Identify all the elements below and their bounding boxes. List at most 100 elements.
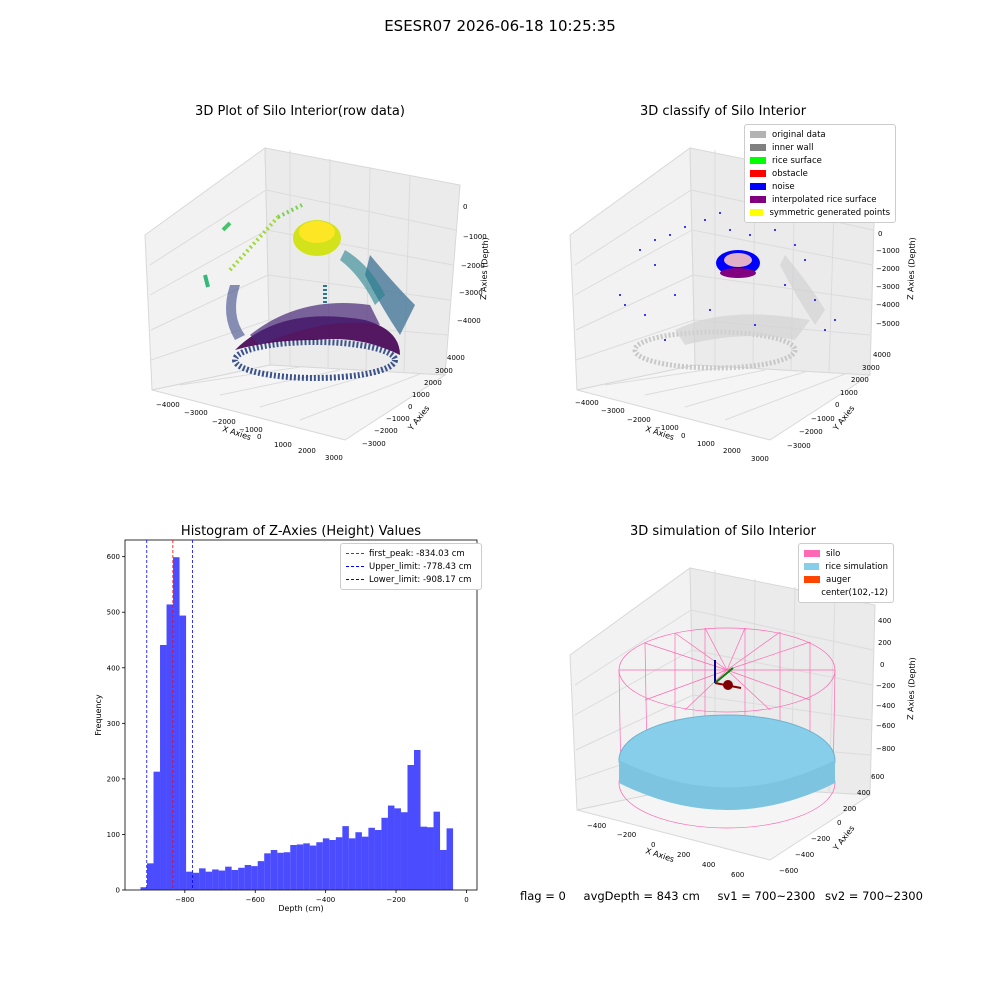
panel4-y-tick: −600 [779, 867, 798, 875]
panel1-title: 3D Plot of Silo Interior(row data) [195, 104, 405, 119]
histogram-bar [355, 832, 362, 890]
histogram-bars [140, 557, 454, 890]
panel2-x-tick: 3000 [751, 455, 769, 463]
panel1-z-tick: −4000 [457, 317, 481, 325]
legend-swatch [750, 157, 766, 164]
histogram-bar [212, 869, 219, 890]
x-tick-label: 0 [464, 896, 468, 904]
panel1-z-label: Z Axies (Depth) [479, 237, 490, 300]
histogram-bar [303, 843, 310, 890]
panel2-y-tick: −2000 [799, 428, 823, 436]
panel2-z-label: Z Axies (Depth) [906, 237, 917, 300]
status-line: flag = 0 avgDepth = 843 cm sv1 = 700~230… [520, 889, 937, 903]
histogram-x-ticks: −800 −600 −400 −200 0 [175, 890, 469, 904]
histogram-bar [368, 827, 375, 890]
panel4-z-tick: −600 [876, 722, 895, 730]
legend-entry: symmetric generated points [750, 206, 890, 219]
panel1-y-tick: 2000 [424, 379, 442, 387]
legend-entry: auger [804, 573, 888, 586]
histogram-bar [335, 837, 343, 890]
histogram-legend: first_peak: -834.03 cm Upper_limit: -778… [340, 543, 482, 590]
histogram-bar [140, 887, 147, 890]
legend-label: interpolated rice surface [772, 194, 877, 205]
histogram-bar [173, 557, 180, 890]
histogram-bar [238, 867, 245, 890]
legend-swatch [750, 183, 766, 190]
panel4-title: 3D simulation of Silo Interior [630, 524, 816, 539]
panel1-x-tick: 0 [257, 433, 261, 441]
panel4-x-tick: 400 [702, 861, 715, 869]
panel2-z-tick: −3000 [876, 283, 900, 291]
histogram-bar [186, 871, 193, 890]
y-tick-label: 300 [107, 720, 120, 728]
panel4-grid-walls [569, 567, 876, 861]
histogram-bar [348, 838, 356, 890]
legend-entry: Lower_limit: -908.17 cm [346, 573, 476, 586]
panel2-x-tick: −3000 [601, 407, 625, 415]
panel4-y-tick: 600 [871, 773, 884, 781]
legend-label: symmetric generated points [769, 207, 890, 218]
histogram-bar [427, 827, 434, 890]
panel2-z-tick: −5000 [876, 320, 900, 328]
avg-depth-value: avgDepth = 843 cm [583, 889, 700, 903]
panel1-z-tick: −2000 [461, 262, 485, 270]
panel3-title: Histogram of Z-Axies (Height) Values [180, 524, 422, 539]
panel1-x-tick: −3000 [184, 409, 208, 417]
legend-label: noise [772, 181, 795, 192]
panel1-y-tick: −1000 [386, 415, 410, 423]
legend-swatch [804, 589, 815, 596]
panel1-3d-plot: 0 −1000 −2000 −3000 −4000 Z Axies (Depth… [144, 147, 490, 462]
legend-entry: noise [750, 180, 890, 193]
panel2-z-tick: −1000 [876, 247, 900, 255]
histogram-bar [329, 840, 336, 890]
panel4-z-tick: 400 [878, 617, 891, 625]
legend-swatch [804, 550, 820, 557]
y-tick-label: 400 [107, 664, 120, 672]
panel1-x-tick: 2000 [298, 447, 316, 455]
legend-entry: inner wall [750, 141, 890, 154]
panel4-y-tick: −200 [811, 835, 830, 843]
panel1-x-tick: 3000 [325, 454, 343, 462]
panel1-z-tick: −3000 [459, 289, 483, 297]
legend-line [346, 553, 364, 554]
legend-label: rice surface [772, 155, 822, 166]
panel1-x-tick: −2000 [212, 418, 236, 426]
rice-simulation-surface [618, 714, 836, 810]
histogram-bar [322, 838, 330, 890]
legend-label: auger [826, 574, 851, 585]
panel4-z-tick: −400 [876, 702, 895, 710]
legend-swatch [750, 170, 766, 177]
histogram-bar [199, 868, 206, 890]
panel4-x-label: X Axies [644, 846, 675, 864]
panel2-x-tick: −4000 [575, 399, 599, 407]
histogram-bar [309, 845, 317, 890]
histogram-bar [231, 870, 239, 890]
panel1-y-tick: 0 [408, 403, 412, 411]
histogram-y-label: Frequency [94, 694, 103, 736]
legend-label: center(102,-12) [821, 587, 888, 598]
panel4-z-tick: −200 [876, 682, 895, 690]
panel2-axis-labels: 1000 0 −1000 −2000 −3000 −4000 −5000 Z A… [575, 211, 917, 463]
panel4-z-tick: −800 [876, 745, 895, 753]
sv1-value: sv1 = 700~2300 [717, 889, 816, 903]
legend-line [346, 579, 364, 580]
histogram-bar [225, 866, 232, 890]
legend-entry: obstacle [750, 167, 890, 180]
y-tick-label: 600 [107, 553, 120, 561]
y-tick-label: 100 [107, 831, 120, 839]
histogram-bar [147, 863, 154, 890]
panel2-y-tick: 2000 [851, 376, 869, 384]
histogram-bar [251, 866, 258, 890]
x-tick-label: −800 [175, 896, 194, 904]
legend-label: rice simulation [825, 561, 888, 572]
panel1-y-tick: 3000 [435, 367, 453, 375]
legend-entry: rice simulation [804, 560, 888, 573]
panel4-y-tick: 200 [843, 805, 856, 813]
histogram-reference-lines [146, 540, 193, 890]
histogram-bar [374, 830, 382, 890]
panel2-x-tick: −2000 [627, 416, 651, 424]
panel1-z-tick: −1000 [463, 233, 487, 241]
legend-entry: Upper_limit: -778.43 cm [346, 560, 476, 573]
panel4-3d-plot: 400 200 0 −200 −400 −600 −800 Z Axies (D… [569, 567, 917, 879]
legend-entry: rice surface [750, 154, 890, 167]
